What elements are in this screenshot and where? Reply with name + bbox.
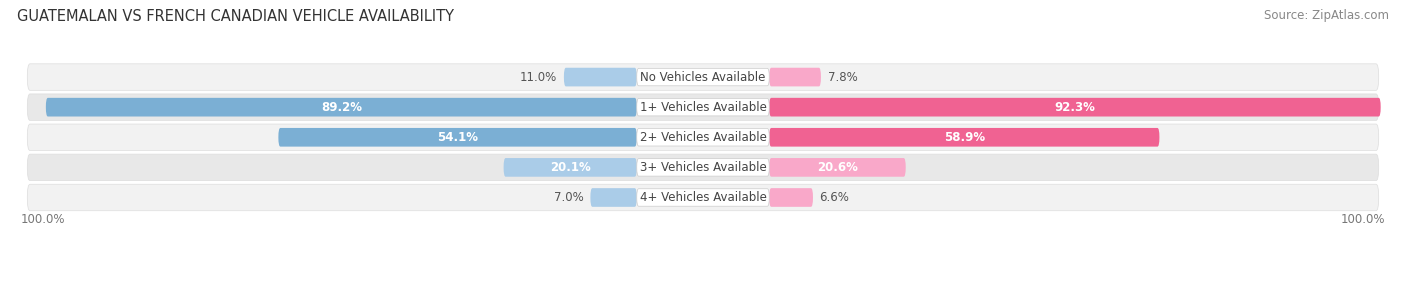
FancyBboxPatch shape [769,188,813,207]
Text: 100.0%: 100.0% [21,213,65,226]
FancyBboxPatch shape [637,98,769,116]
FancyBboxPatch shape [769,98,1381,116]
Text: 54.1%: 54.1% [437,131,478,144]
Text: 89.2%: 89.2% [321,101,361,114]
Text: 92.3%: 92.3% [1054,101,1095,114]
FancyBboxPatch shape [278,128,637,147]
FancyBboxPatch shape [637,128,769,146]
FancyBboxPatch shape [591,188,637,207]
FancyBboxPatch shape [27,184,1379,211]
Text: 11.0%: 11.0% [520,71,557,84]
Text: No Vehicles Available: No Vehicles Available [640,71,766,84]
Text: 7.8%: 7.8% [828,71,858,84]
FancyBboxPatch shape [564,68,637,86]
Text: 20.6%: 20.6% [817,161,858,174]
FancyBboxPatch shape [769,158,905,177]
FancyBboxPatch shape [27,64,1379,90]
Text: 2+ Vehicles Available: 2+ Vehicles Available [640,131,766,144]
Text: 1+ Vehicles Available: 1+ Vehicles Available [640,101,766,114]
Text: 4+ Vehicles Available: 4+ Vehicles Available [640,191,766,204]
Text: 100.0%: 100.0% [1341,213,1385,226]
FancyBboxPatch shape [637,159,769,176]
FancyBboxPatch shape [637,68,769,86]
Text: 20.1%: 20.1% [550,161,591,174]
FancyBboxPatch shape [27,94,1379,120]
Text: GUATEMALAN VS FRENCH CANADIAN VEHICLE AVAILABILITY: GUATEMALAN VS FRENCH CANADIAN VEHICLE AV… [17,9,454,23]
FancyBboxPatch shape [769,128,1160,147]
FancyBboxPatch shape [637,189,769,206]
Text: Source: ZipAtlas.com: Source: ZipAtlas.com [1264,9,1389,21]
Text: 7.0%: 7.0% [554,191,583,204]
FancyBboxPatch shape [769,68,821,86]
FancyBboxPatch shape [503,158,637,177]
FancyBboxPatch shape [27,154,1379,181]
FancyBboxPatch shape [46,98,637,116]
FancyBboxPatch shape [27,124,1379,150]
Text: 3+ Vehicles Available: 3+ Vehicles Available [640,161,766,174]
Text: 6.6%: 6.6% [820,191,849,204]
Text: 58.9%: 58.9% [943,131,984,144]
